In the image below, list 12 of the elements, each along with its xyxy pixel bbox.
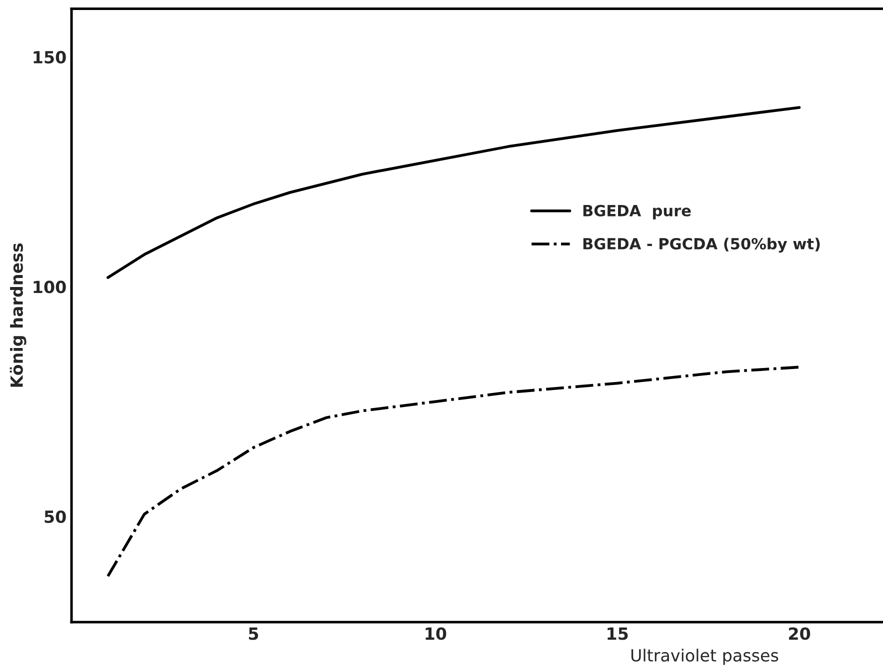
x-tick-label: 10 <box>426 627 446 640</box>
y-tick-label: 100 <box>34 280 66 294</box>
x-tick-label: 15 <box>608 628 628 640</box>
y-tick-label: 50 <box>44 510 66 524</box>
legend-label: BGEDA pure <box>583 204 691 220</box>
x-tick-label: 20 <box>789 627 810 640</box>
x-axis-title: Ultraviolet passes <box>631 648 778 665</box>
legend-label: BGEDA - PGCDA (50%by wt) <box>583 238 820 253</box>
line-series <box>106 366 801 578</box>
y-tick-label: 150 <box>34 50 66 64</box>
y-axis-title: König hardness <box>10 243 26 387</box>
x-tick-label: 5 <box>248 628 258 640</box>
